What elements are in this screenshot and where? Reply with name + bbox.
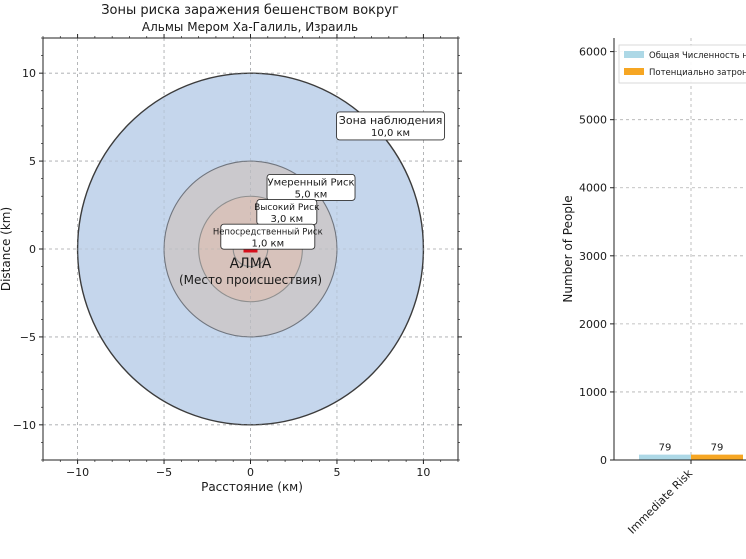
map-y-axis-label: Distance (km) bbox=[0, 207, 13, 291]
bar-y-tick-label: 2000 bbox=[579, 318, 607, 331]
zone-label-box bbox=[220, 223, 316, 250]
bar-value-label: 79 bbox=[659, 443, 672, 454]
map-title: Зоны риска заражения бешенством вокруг bbox=[101, 3, 399, 18]
bar-y-tick-label: 3000 bbox=[579, 250, 607, 263]
map-x-tick-label: 0 bbox=[247, 466, 254, 479]
map-y-tick-label: −10 bbox=[13, 419, 36, 432]
bar-series: 79 79 bbox=[639, 443, 743, 460]
zone-radius-label: 1,0 км bbox=[251, 239, 284, 250]
bar-y-axis-label: Number of People bbox=[561, 195, 575, 302]
center-sublabel: (Место происшествия) bbox=[179, 273, 322, 287]
zone-name-label: Зона наблюдения bbox=[339, 114, 443, 127]
bar-x-tick-label: Immediate Risk bbox=[625, 466, 695, 536]
map-x-tick-label: 10 bbox=[416, 466, 430, 479]
center-label: АЛМА bbox=[230, 256, 272, 272]
map-x-tick-label: −10 bbox=[66, 466, 89, 479]
bar-y-tick-label: 1000 bbox=[579, 386, 607, 399]
center-marker bbox=[243, 248, 258, 253]
zone-radius-label: 3,0 км bbox=[270, 214, 303, 225]
legend-label: Общая Численность населения bbox=[649, 51, 746, 61]
bar-gridlines bbox=[614, 38, 746, 461]
zone-label-box bbox=[336, 111, 446, 141]
map-y-tick-label: −5 bbox=[20, 331, 36, 344]
legend-label: Потенциально затронуто bbox=[649, 68, 746, 78]
bar-y-tick-label: 6000 bbox=[579, 46, 607, 59]
legend-swatch bbox=[624, 68, 644, 75]
bar bbox=[691, 454, 743, 460]
zone-name-label: Непосредственный Риск bbox=[213, 228, 323, 238]
map-axes: −10 −5 0 5 10 −10 −5 0 5 10 bbox=[13, 34, 462, 479]
zone-radius-label: 5,0 км bbox=[295, 189, 328, 200]
legend-swatch bbox=[624, 51, 644, 58]
bar-axes: 0 1000 2000 3000 4000 5000 6000 Immediate Risk bbox=[579, 38, 746, 537]
zone-name-label: Умеренный Риск bbox=[268, 177, 355, 188]
bar-y-tick-label: 4000 bbox=[579, 182, 607, 195]
map-y-tick-label: 10 bbox=[22, 67, 36, 80]
bar-legend: Общая Численность населения Потенциально … bbox=[618, 44, 746, 84]
map-y-tick-label: 0 bbox=[29, 243, 36, 256]
zone-radius-label: 10,0 км bbox=[371, 128, 410, 139]
map-y-tick-label: 5 bbox=[29, 155, 36, 168]
map-x-tick-label: 5 bbox=[333, 466, 340, 479]
bar bbox=[639, 454, 691, 460]
zone-name-label: Высокий Риск bbox=[254, 203, 320, 213]
map-x-axis-label: Расстояние (км) bbox=[201, 480, 303, 494]
bar-value-label: 79 bbox=[711, 443, 724, 454]
bar-y-tick-label: 5000 bbox=[579, 114, 607, 127]
bar-y-tick-label: 0 bbox=[600, 454, 607, 467]
map-x-tick-label: −5 bbox=[156, 466, 172, 479]
map-subtitle: Альмы Мером Ха-Галиль, Израиль bbox=[142, 20, 358, 34]
